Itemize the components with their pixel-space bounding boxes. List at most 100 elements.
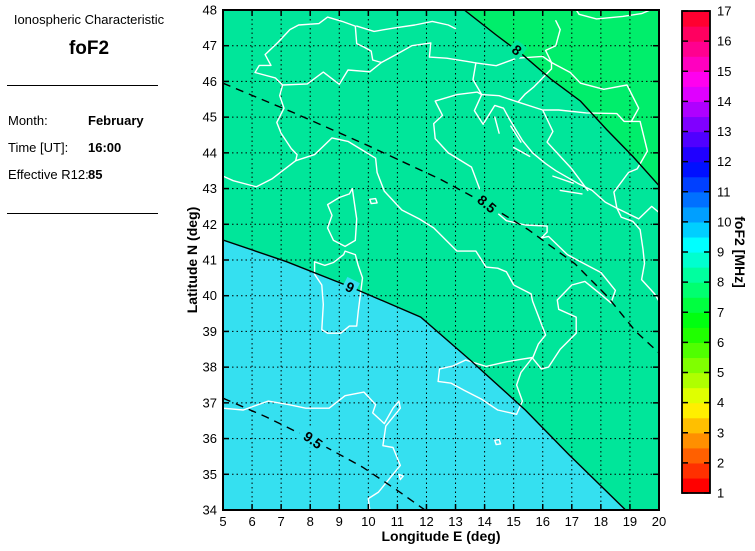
coastlines bbox=[223, 10, 659, 510]
svg-text:10: 10 bbox=[361, 514, 375, 529]
svg-text:46: 46 bbox=[203, 74, 217, 89]
svg-text:11: 11 bbox=[391, 514, 405, 529]
coast-montenegro-albania-border bbox=[616, 205, 659, 220]
svg-text:15: 15 bbox=[717, 64, 731, 79]
svg-text:42: 42 bbox=[203, 217, 217, 232]
coast-danube-north-border bbox=[575, 10, 651, 20]
svg-text:4: 4 bbox=[717, 395, 724, 410]
svg-text:9: 9 bbox=[336, 514, 343, 529]
divider-bottom bbox=[7, 213, 158, 214]
svg-text:2: 2 bbox=[717, 455, 724, 470]
svg-text:6: 6 bbox=[717, 335, 724, 350]
coast-bosnia-north-border bbox=[542, 109, 633, 123]
svg-text:40: 40 bbox=[203, 288, 217, 303]
colorbar-label: foF2 [MHz] bbox=[732, 216, 748, 288]
svg-text:45: 45 bbox=[203, 110, 217, 125]
svg-text:8: 8 bbox=[717, 275, 724, 290]
svg-text:16: 16 bbox=[717, 34, 731, 49]
svg-text:34: 34 bbox=[203, 503, 217, 518]
coast-istria-balkan-coast bbox=[473, 93, 659, 302]
region-below-8 bbox=[464, 10, 659, 186]
svg-text:16: 16 bbox=[535, 514, 549, 529]
svg-text:3: 3 bbox=[717, 425, 724, 440]
r12-label: Effective R12: bbox=[8, 167, 89, 182]
svg-text:41: 41 bbox=[203, 253, 217, 268]
coast-switzerland-border bbox=[254, 16, 383, 86]
svg-text:8: 8 bbox=[307, 514, 314, 529]
x-tick-labels: 5 6 7 8 9 10 11 12 13 14 15 16 17 18 19 20 bbox=[219, 514, 666, 529]
coast-kerkennah bbox=[398, 473, 404, 481]
svg-text:17: 17 bbox=[717, 4, 731, 19]
svg-text:37: 37 bbox=[203, 395, 217, 410]
coast-north-africa-coast bbox=[223, 391, 401, 510]
characteristic-name: foF2 bbox=[68, 38, 110, 59]
svg-text:35: 35 bbox=[203, 467, 217, 482]
svg-text:1: 1 bbox=[717, 486, 724, 501]
svg-text:15: 15 bbox=[506, 514, 520, 529]
svg-text:44: 44 bbox=[203, 145, 217, 160]
month-label: Month: bbox=[8, 113, 48, 128]
contour-9.5 bbox=[223, 397, 426, 510]
coast-island-korcula bbox=[559, 189, 583, 195]
map-area: 88.599.5 bbox=[223, 10, 659, 510]
contour-8 bbox=[463, 10, 659, 187]
svg-text:5: 5 bbox=[717, 365, 724, 380]
svg-text:11: 11 bbox=[717, 184, 731, 199]
svg-text:6: 6 bbox=[248, 514, 255, 529]
svg-text:7: 7 bbox=[717, 305, 724, 320]
svg-text:12: 12 bbox=[717, 154, 731, 169]
coast-france-italy-border bbox=[276, 84, 298, 162]
svg-text:14: 14 bbox=[477, 514, 491, 529]
svg-text:10: 10 bbox=[717, 214, 731, 229]
svg-text:5: 5 bbox=[219, 514, 226, 529]
y-tick-labels: 34 35 36 37 38 39 40 41 42 43 44 45 46 47 48 bbox=[203, 3, 217, 518]
svg-text:17: 17 bbox=[565, 514, 579, 529]
coast-island-cres bbox=[494, 116, 500, 134]
coast-sicily bbox=[437, 356, 534, 415]
axis-ticks bbox=[222, 9, 660, 511]
r12-value: 85 bbox=[88, 167, 103, 182]
contour-label-9: 9 bbox=[340, 276, 360, 298]
month-value: February bbox=[88, 113, 144, 128]
svg-text:20: 20 bbox=[652, 514, 666, 529]
coast-slovenia-croatia-border bbox=[481, 61, 553, 103]
y-axis-label: Latitude N (deg) bbox=[184, 206, 200, 314]
svg-text:14: 14 bbox=[717, 94, 731, 109]
time-value: 16:00 bbox=[88, 140, 122, 155]
svg-text:13: 13 bbox=[717, 124, 731, 139]
x-axis-label: Longitude E (deg) bbox=[381, 528, 501, 544]
divider-top bbox=[7, 85, 158, 86]
svg-text:13: 13 bbox=[448, 514, 462, 529]
coast-corsica bbox=[326, 187, 358, 248]
coast-austria-italy-border bbox=[380, 42, 483, 96]
svg-text:7: 7 bbox=[278, 514, 285, 529]
contour-8.5 bbox=[223, 82, 659, 354]
coast-island-brac-hvar bbox=[552, 175, 574, 184]
svg-text:36: 36 bbox=[203, 431, 217, 446]
coast-hungary-west-border bbox=[544, 20, 561, 64]
svg-text:18: 18 bbox=[594, 514, 608, 529]
coast-bosnia-west-border bbox=[517, 101, 589, 192]
contour-label-8: 8 bbox=[506, 39, 528, 61]
coast-island-pag bbox=[510, 125, 522, 143]
svg-text:47: 47 bbox=[203, 38, 217, 53]
coast-drava-danube-drina-borders bbox=[475, 55, 649, 209]
coast-island-dugi-otok bbox=[513, 146, 531, 158]
svg-text:19: 19 bbox=[623, 514, 637, 529]
svg-text:39: 39 bbox=[203, 324, 217, 339]
coast-elba bbox=[369, 197, 378, 205]
contour-9 bbox=[223, 239, 627, 510]
coast-malta bbox=[494, 438, 502, 446]
coast-austria-north-border bbox=[356, 20, 457, 33]
svg-text:48: 48 bbox=[203, 3, 217, 18]
svg-text:43: 43 bbox=[203, 181, 217, 196]
time-label: Time [UT]: bbox=[8, 140, 69, 155]
svg-text:38: 38 bbox=[203, 360, 217, 375]
svg-text:12: 12 bbox=[419, 514, 433, 529]
panel-title: Ionospheric Characteristic bbox=[13, 12, 165, 27]
coast-sardinia bbox=[313, 250, 364, 334]
svg-text:9: 9 bbox=[717, 245, 724, 260]
